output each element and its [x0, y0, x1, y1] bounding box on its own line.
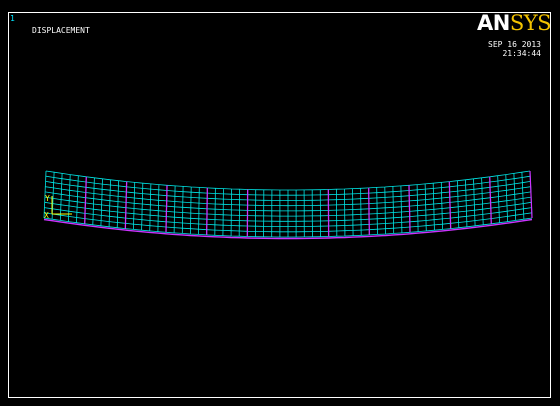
mesh-vertical-line [448, 181, 452, 229]
mesh-vertical-line [497, 175, 500, 223]
ansys-logo: ANSYS [477, 12, 551, 34]
mesh-vertical-line [59, 173, 63, 221]
mesh-vertical-line [84, 176, 87, 224]
mesh-vertical-line [408, 185, 411, 233]
triad-y-label: Y [45, 194, 50, 203]
mesh-vertical-line [214, 188, 216, 236]
mesh-vertical-line [505, 174, 508, 222]
plot-type-label: DISPLACEMENT [32, 26, 90, 35]
mesh-vertical-line [440, 182, 443, 230]
mesh-vertical-line [149, 183, 152, 231]
mesh-vertical-line [43, 170, 47, 219]
logo-part-an: AN [477, 11, 510, 35]
logo-part-sys: SYS [509, 11, 552, 35]
mesh-vertical-line [173, 185, 176, 233]
mesh-vertical-line [198, 187, 200, 235]
mesh-vertical-line [100, 178, 103, 226]
mesh-vertical-line [400, 185, 403, 233]
mesh-vertical-line [352, 188, 354, 236]
plot-date: SEP 16 2013 [488, 40, 541, 49]
mesh-vertical-line [124, 181, 128, 229]
mesh-vertical-line [181, 186, 184, 234]
graphics-window-frame [8, 12, 551, 398]
mesh-vertical-line [165, 185, 168, 233]
mesh-vertical-line [384, 186, 386, 235]
mesh-vertical-line [68, 174, 71, 222]
mesh-vertical-line [368, 187, 370, 235]
mesh-vertical-line [133, 182, 136, 230]
mesh-vertical-line [190, 186, 192, 235]
undeformed-bottom-edge [43, 218, 533, 240]
mesh-vertical-line [481, 177, 484, 225]
plot-time: 21:34:44 [502, 49, 541, 58]
mesh-vertical-line [432, 183, 435, 231]
mesh-vertical-line [141, 183, 144, 231]
mesh-vertical-line [116, 180, 119, 228]
mesh-vertical-line [360, 188, 362, 236]
mesh-vertical-line [206, 187, 208, 235]
mesh-vertical-line [108, 179, 111, 227]
mesh-vertical-line [392, 186, 395, 234]
triad-x-label: X [44, 211, 49, 220]
mesh-vertical-line [489, 176, 492, 224]
mesh-vertical-line [521, 172, 525, 220]
mesh-vertical-line [513, 173, 517, 221]
mesh-vertical-line [222, 188, 224, 236]
mesh-vertical-line [376, 187, 378, 235]
mesh-vertical-line [465, 179, 468, 227]
window-number: 1 [10, 14, 15, 23]
right-end-edge [529, 170, 533, 219]
mesh-vertical-line [76, 175, 79, 223]
mesh-vertical-line [424, 183, 427, 231]
mesh-vertical-line [416, 184, 419, 232]
mesh-vertical-line [157, 184, 160, 232]
mesh-vertical-line [457, 180, 460, 228]
mesh-vertical-line [92, 177, 95, 225]
mesh-vertical-line [473, 178, 476, 226]
